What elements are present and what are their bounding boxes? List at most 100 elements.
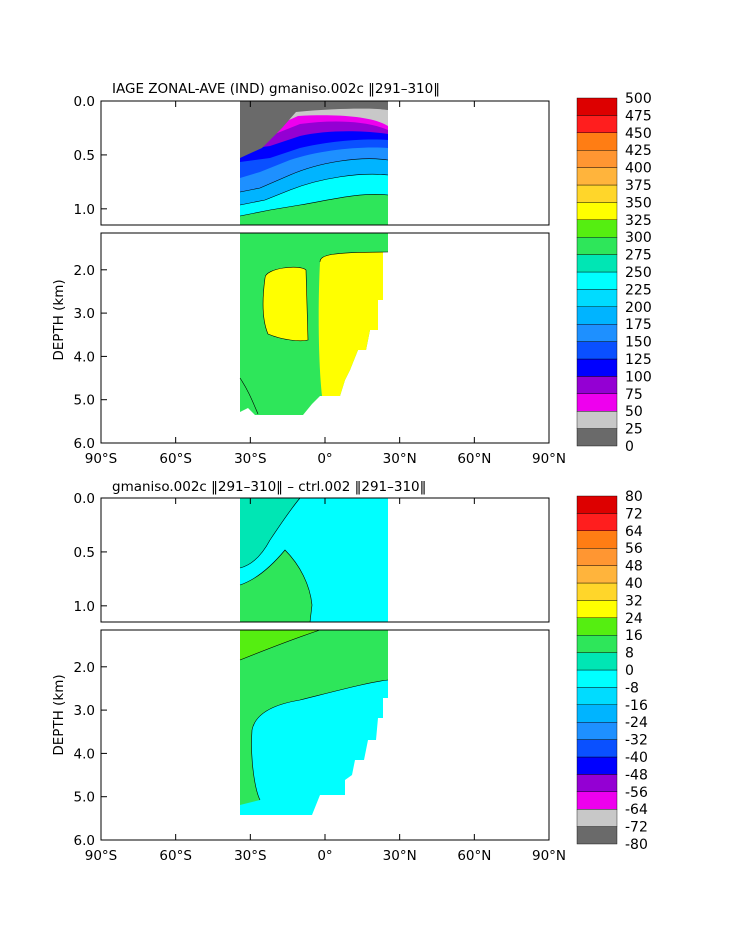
y-tick-label: 1.0 [74, 202, 95, 218]
colorbar-label: 56 [625, 541, 643, 557]
colorbar-swatch [576, 809, 618, 827]
y-tick-label: 3.0 [74, 306, 95, 322]
y-tick-label: 0.5 [74, 545, 95, 561]
panel-difference: gmaniso.002c ‖291–310‖ – ctrl.002 ‖291–3… [51, 479, 648, 864]
colorbar-swatch [576, 132, 618, 151]
colorbar-swatch [576, 548, 618, 566]
y-tick-label: 2.0 [74, 263, 95, 279]
colorbar-label: 350 [625, 195, 652, 211]
colorbar: -80-72-64-56-48-40-32-24-16-808162432404… [576, 489, 648, 853]
colorbar-label: 72 [625, 506, 643, 522]
colorbar-label: 8 [625, 646, 634, 662]
colorbar-label: 200 [625, 300, 652, 316]
colorbar-swatch [576, 184, 618, 203]
colorbar-swatch [576, 358, 618, 377]
contour-lines [239, 497, 313, 623]
colorbar-swatch [576, 219, 618, 238]
colorbar-label: 25 [625, 422, 643, 438]
lower-subpanel-fill [239, 629, 389, 815]
colorbar-swatch [576, 271, 618, 290]
colorbar-swatch [576, 565, 618, 584]
y-axis-label: DEPTH (km) [51, 279, 67, 360]
colorbar-label: 300 [625, 230, 652, 246]
colorbar-swatch [576, 826, 618, 845]
colorbar-swatch [576, 115, 618, 134]
y-axis-label: DEPTH (km) [51, 674, 67, 755]
colorbar-label: -56 [625, 785, 648, 801]
colorbar-label: 50 [625, 404, 643, 420]
x-tick-label: 60°S [159, 451, 192, 467]
x-tick-label: 90°N [532, 451, 566, 467]
y-ticks-upper: 0.0 0.5 1.0 [74, 491, 107, 615]
y-ticks-lower: 2.0 3.0 4.0 5.0 6.0 [74, 660, 107, 849]
x-tick-label: 30°S [234, 451, 267, 467]
colorbar-swatch [576, 513, 618, 532]
colorbar-swatch [576, 791, 618, 810]
colorbar-label: 475 [625, 108, 652, 124]
x-tick-label: 90°S [85, 451, 118, 467]
colorbar-label: 325 [625, 213, 652, 229]
panel-title: IAGE ZONAL-AVE (IND) gmaniso.002c ‖291–3… [112, 81, 440, 97]
panel-age: IAGE ZONAL-AVE (IND) gmaniso.002c ‖291–3… [51, 81, 652, 467]
y-tick-label: 4.0 [74, 746, 95, 762]
colorbar-label: 425 [625, 143, 652, 159]
colorbar-swatch [576, 289, 618, 307]
lower-subpanel-fill [239, 233, 389, 415]
colorbar-swatch [576, 202, 618, 220]
y-tick-label: 0.0 [74, 491, 95, 507]
colorbar-swatch [576, 341, 618, 360]
colorbar-swatch [576, 411, 618, 429]
x-tick-label: 30°N [383, 451, 417, 467]
field-300 [263, 267, 308, 341]
colorbar-label: -40 [625, 750, 648, 766]
field-300 [318, 252, 388, 396]
contour-lines [239, 629, 389, 801]
colorbar-swatch [576, 324, 618, 342]
contour-lines [239, 251, 389, 415]
field-0 [240, 550, 312, 622]
x-tick-label: 90°S [85, 848, 118, 864]
colorbar-swatch [576, 774, 618, 793]
colorbar-swatch [576, 635, 618, 653]
y-tick-label: 3.0 [74, 703, 95, 719]
colorbar-swatch [576, 167, 618, 186]
y-ticks-upper: 0.0 0.5 1.0 [74, 94, 107, 218]
colorbar-label: 400 [625, 161, 652, 177]
x-tick-label: 30°S [234, 848, 267, 864]
colorbar-swatch [576, 149, 618, 168]
y-tick-label: 4.0 [74, 349, 95, 365]
colorbar-label: 375 [625, 178, 652, 194]
colorbar-swatch [576, 756, 618, 775]
x-tick-label: 60°S [159, 848, 192, 864]
colorbar-label: 0 [625, 663, 634, 679]
colorbar-label: -80 [625, 837, 648, 853]
colorbar-label: -8 [625, 680, 639, 696]
y-tick-label: 6.0 [74, 436, 95, 452]
x-ticks: 90°S 60°S 30°S 0° 30°N 60°N 90°N [85, 498, 566, 864]
colorbar-label: 275 [625, 248, 652, 264]
colorbar-swatch [576, 306, 618, 325]
colorbar-label: 40 [625, 576, 643, 592]
colorbar-swatch [576, 739, 618, 758]
y-tick-label: 5.0 [74, 790, 95, 806]
colorbar-label: 32 [625, 593, 643, 609]
colorbar-swatch [576, 428, 618, 447]
colorbar-swatch [576, 97, 618, 116]
colorbar-label: -24 [625, 715, 648, 731]
colorbar-swatch [576, 669, 618, 688]
y-tick-label: 5.0 [74, 393, 95, 409]
x-tick-label: 60°N [457, 451, 491, 467]
colorbar-label: 75 [625, 387, 643, 403]
colorbar-swatch [576, 376, 618, 394]
colorbar-label: 175 [625, 317, 652, 333]
colorbar-label: -32 [625, 733, 648, 749]
colorbar-swatch [576, 530, 618, 549]
colorbar-swatch [576, 600, 618, 619]
colorbar-label: 100 [625, 369, 652, 385]
y-tick-label: 0.0 [74, 94, 95, 110]
colorbar-label: -16 [625, 698, 648, 714]
x-tick-label: 60°N [457, 848, 491, 864]
x-tick-label: 0° [317, 848, 332, 864]
